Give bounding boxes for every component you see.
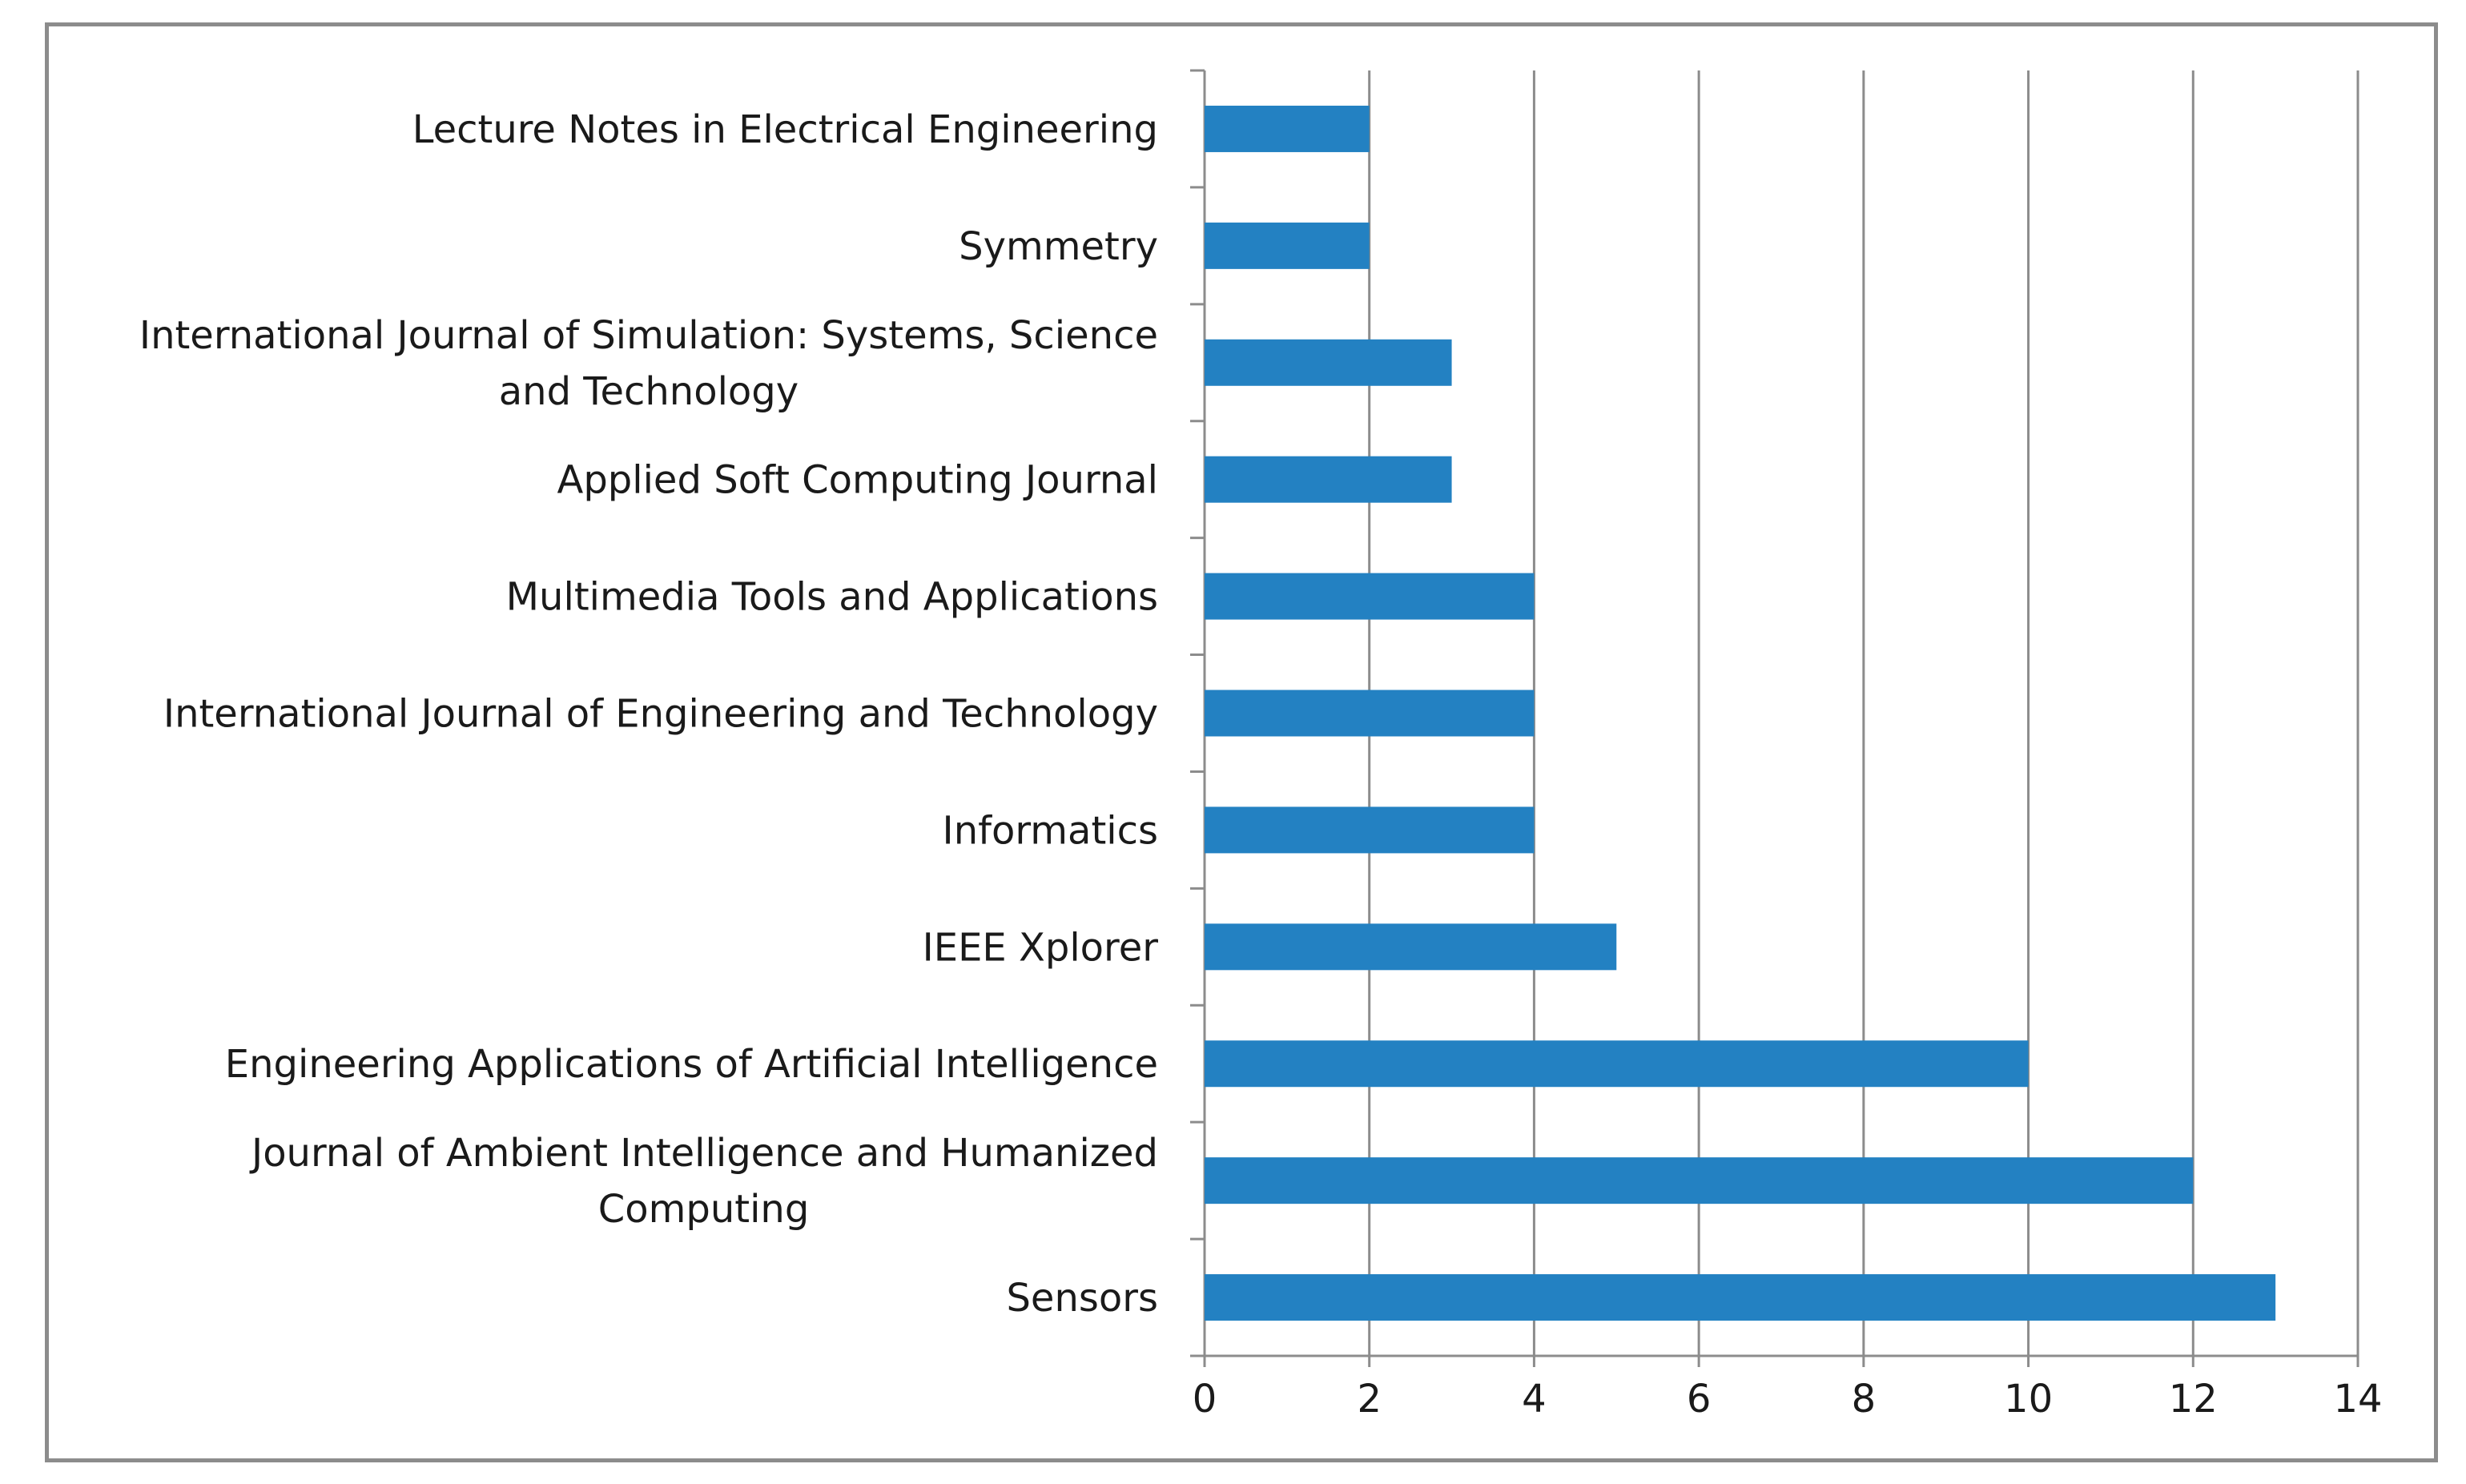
x-tick-label-4: 8 (1852, 1377, 1877, 1422)
bars (1205, 105, 2276, 1321)
category-label-2-line-1: and Technology (499, 369, 799, 414)
bar-1 (1205, 222, 1370, 269)
x-tick-label-2: 4 (1522, 1377, 1547, 1422)
category-label-1: Symmetry (959, 224, 1158, 269)
x-tick-labels: 0 2 4 6 8 10 12 14 (1193, 1377, 2383, 1422)
category-label-2-line-0: International Journal of Simulation: Sys… (139, 313, 1158, 358)
category-label-3: Applied Soft Computing Journal (557, 458, 1158, 503)
category-label-0: Lecture Notes in Electrical Engineering (412, 107, 1158, 152)
gridlines (1368, 70, 2359, 1367)
category-label-5: International Journal of Engineering and… (163, 692, 1158, 737)
x-tick-label-5: 10 (2004, 1377, 2053, 1422)
bar-7 (1205, 923, 1617, 971)
category-label-9-line-1: Computing (598, 1187, 810, 1232)
x-tick-label-6: 12 (2169, 1377, 2218, 1422)
bar-4 (1205, 573, 1535, 620)
bar-2 (1205, 339, 1452, 386)
category-label-4: Multimedia Tools and Applications (506, 575, 1158, 620)
category-label-9-line-0: Journal of Ambient Intelligence and Huma… (249, 1131, 1158, 1176)
category-label-7: IEEE Xplorer (923, 925, 1159, 970)
x-tick-label-0: 0 (1193, 1377, 1217, 1422)
bar-5 (1205, 690, 1535, 737)
bar-8 (1205, 1040, 2029, 1088)
category-label-8: Engineering Applications of Artificial I… (225, 1042, 1158, 1087)
x-tick-label-3: 6 (1687, 1377, 1712, 1422)
bar-9 (1205, 1157, 2194, 1204)
bar-6 (1205, 806, 1535, 854)
category-label-10: Sensors (1006, 1276, 1158, 1321)
category-label-6: Informatics (943, 808, 1158, 853)
bar-0 (1205, 105, 1370, 152)
bar-3 (1205, 456, 1452, 503)
bar-10 (1205, 1274, 2276, 1321)
x-tick-label-1: 2 (1357, 1377, 1382, 1422)
x-tick-label-7: 14 (2333, 1377, 2382, 1422)
category-labels: Lecture Notes in Electrical Engineering S… (139, 107, 1158, 1321)
